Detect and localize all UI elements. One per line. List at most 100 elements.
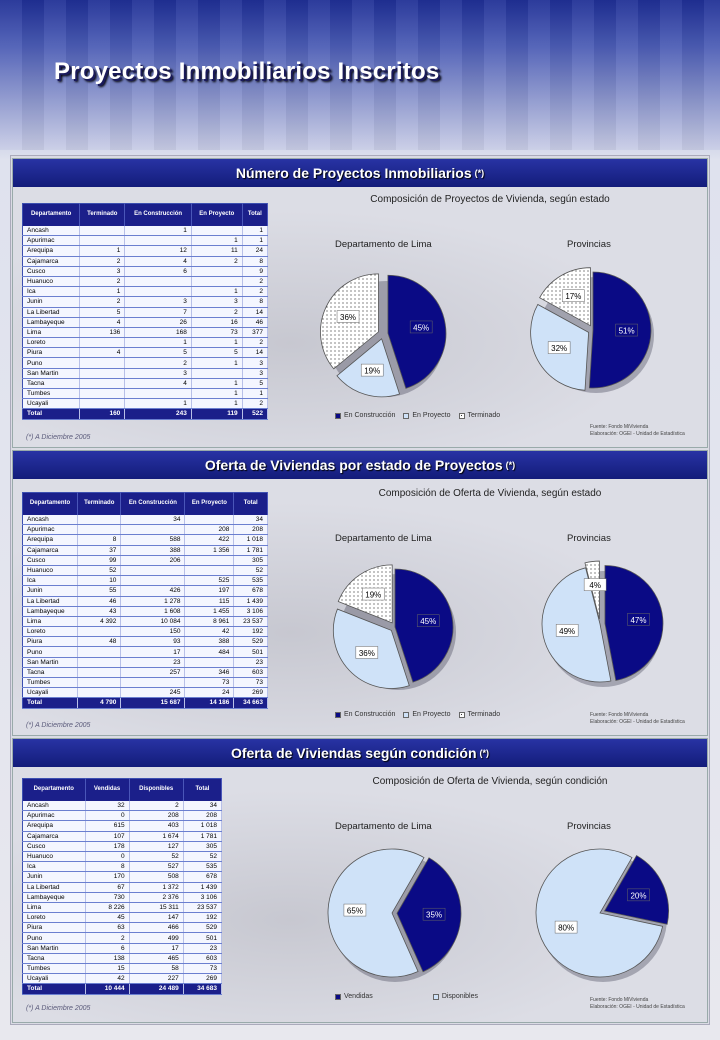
section-title: Oferta de Viviendas según condición bbox=[230, 745, 477, 761]
table-cell: 501 bbox=[183, 932, 223, 944]
table-cell: 3 bbox=[191, 296, 243, 308]
table-cell: Lima bbox=[22, 902, 86, 914]
table-cell: Total bbox=[22, 697, 79, 709]
table-cell: Ica bbox=[22, 575, 79, 587]
table-cell: 119 bbox=[191, 408, 243, 420]
table-cell: 2 bbox=[79, 276, 126, 288]
legend-label: Terminado bbox=[467, 711, 501, 718]
pie-title-lima: Departamento de Lima bbox=[335, 239, 432, 250]
table-cell: 10 084 bbox=[120, 616, 186, 628]
table-cell bbox=[77, 514, 122, 526]
table-cell: 23 537 bbox=[183, 902, 223, 914]
table-cell: 588 bbox=[120, 534, 186, 546]
pie-data-label: 19% bbox=[364, 367, 380, 376]
table-cell: 1 bbox=[191, 337, 243, 349]
column-header: Terminado bbox=[77, 492, 122, 515]
table-cell: Lambayeque bbox=[22, 317, 81, 328]
table-cell: 678 bbox=[233, 585, 268, 597]
table-cell: 11 bbox=[191, 245, 243, 257]
table-cell: 42 bbox=[184, 626, 235, 638]
table-row: Lima 8 226 15 311 23 537 bbox=[22, 902, 223, 914]
table-cell: Ancash bbox=[22, 800, 86, 812]
table-row: La Libertad 46 1 278 115 1 439 bbox=[22, 596, 268, 607]
section-title: Número de Proyectos Inmobiliarios bbox=[235, 165, 472, 181]
table-cell: 6 bbox=[85, 943, 130, 954]
legend-swatch bbox=[335, 412, 341, 419]
table-cell: 73 bbox=[183, 963, 223, 975]
table-cell bbox=[184, 657, 235, 668]
pie-data-label: 65% bbox=[347, 907, 363, 916]
table-row: Tumbes 73 73 bbox=[22, 677, 268, 689]
table-cell: 45 bbox=[85, 912, 130, 924]
legend-item: Vendidas bbox=[335, 993, 373, 1000]
table-cell: 2 bbox=[79, 256, 126, 267]
table-cell: 3 bbox=[79, 266, 126, 277]
pie-title-provincias: Provincias bbox=[567, 821, 611, 832]
legend-swatch bbox=[335, 993, 341, 1000]
table-cell bbox=[79, 357, 126, 369]
table-cell: 6 bbox=[124, 266, 192, 277]
table-cell: 14 bbox=[242, 347, 269, 359]
table-cell: 4 bbox=[124, 378, 192, 390]
table-cell: 501 bbox=[233, 646, 268, 658]
table-row: Ica 8 527 535 bbox=[22, 861, 223, 873]
table-cell: 3 bbox=[124, 368, 192, 379]
table-row: Piura 48 93 388 529 bbox=[22, 636, 268, 648]
table-cell: 1 455 bbox=[184, 606, 235, 617]
table-cell: 208 bbox=[129, 810, 184, 822]
table-cell: 4 392 bbox=[77, 616, 122, 628]
table-cell: 499 bbox=[129, 932, 184, 944]
footnote: (*) A Diciembre 2005 bbox=[26, 722, 91, 729]
table-cell: 2 bbox=[242, 398, 269, 410]
table-cell bbox=[124, 276, 192, 288]
table-cell: Loreto bbox=[22, 337, 81, 349]
table-cell: 23 bbox=[120, 657, 186, 668]
table-cell: 527 bbox=[129, 861, 184, 873]
column-header: Total bbox=[242, 203, 269, 226]
pie-data-label: 49% bbox=[559, 627, 575, 636]
table-cell: 525 bbox=[184, 575, 235, 587]
table-total-row: Total 160 243 119 522 bbox=[22, 408, 269, 420]
table-cell: San Martin bbox=[22, 943, 86, 954]
pie-data-label: 45% bbox=[413, 323, 429, 332]
table-cell bbox=[124, 388, 192, 400]
table-cell bbox=[77, 646, 122, 658]
pie-data-label: 19% bbox=[365, 591, 381, 600]
table-cell: 208 bbox=[183, 810, 223, 822]
table-cell: San Martin bbox=[22, 657, 79, 668]
table-cell: 34 683 bbox=[183, 983, 223, 995]
table-row: Ucayali 245 24 269 bbox=[22, 687, 268, 699]
table-row: Loreto 45 147 192 bbox=[22, 912, 223, 924]
table-cell: Cajamarca bbox=[22, 545, 79, 556]
section-title-mark: (*) bbox=[505, 460, 516, 470]
pie-data-label: 45% bbox=[420, 617, 436, 626]
legend-swatch bbox=[403, 412, 410, 419]
table-cell bbox=[191, 225, 243, 237]
section-title-band: Oferta de Viviendas según condición (*) bbox=[13, 739, 707, 767]
pie-title-lima: Departamento de Lima bbox=[335, 533, 432, 544]
table-cell: 1 278 bbox=[120, 596, 186, 607]
table-cell: 3 bbox=[242, 368, 269, 379]
table-cell: 73 bbox=[233, 677, 268, 689]
table-cell: 1 bbox=[191, 286, 243, 298]
chart-legend: En Construcción En Proyecto Terminado bbox=[335, 711, 500, 718]
table-cell: 16 bbox=[191, 317, 243, 328]
table-cell: Cajamarca bbox=[22, 256, 81, 267]
table-cell: 17 bbox=[129, 943, 184, 954]
table-cell: Piura bbox=[22, 922, 86, 934]
table-cell: 34 663 bbox=[233, 697, 268, 709]
table-cell: 26 bbox=[124, 317, 192, 328]
table-cell: 23 bbox=[183, 943, 223, 954]
table-cell: 484 bbox=[184, 646, 235, 658]
table-cell: Apurimac bbox=[22, 524, 79, 536]
table-cell: 1 bbox=[79, 286, 126, 298]
table-cell: 14 186 bbox=[184, 697, 235, 709]
table-cell: 107 bbox=[85, 831, 130, 842]
table-cell: 1 bbox=[191, 388, 243, 400]
table-cell: 15 687 bbox=[120, 697, 186, 709]
table-cell bbox=[79, 368, 126, 379]
table-cell: Junin bbox=[22, 585, 79, 597]
table-cell: 8 bbox=[242, 296, 269, 308]
chart-legend: Vendidas Disponibles bbox=[335, 993, 478, 1000]
table-row: Junin 170 508 678 bbox=[22, 871, 223, 883]
